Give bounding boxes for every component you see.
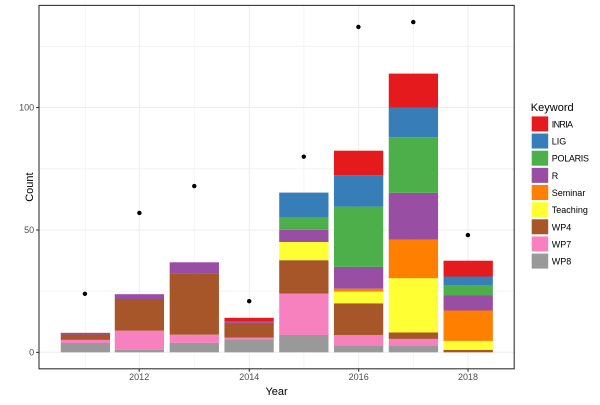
svg-text:50: 50: [24, 225, 34, 235]
svg-text:Count: Count: [24, 172, 36, 201]
svg-text:2016: 2016: [349, 372, 369, 382]
svg-text:Seminar: Seminar: [552, 188, 586, 198]
svg-text:100: 100: [19, 103, 34, 113]
svg-text:2018: 2018: [458, 372, 478, 382]
svg-text:WP4: WP4: [552, 222, 572, 232]
svg-text:2012: 2012: [129, 372, 149, 382]
svg-text:R: R: [552, 171, 559, 181]
svg-text:Keyword: Keyword: [531, 102, 574, 114]
svg-text:2014: 2014: [239, 372, 259, 382]
svg-text:INRIA: INRIA: [552, 119, 573, 129]
svg-text:Year: Year: [265, 386, 288, 398]
svg-text:WP8: WP8: [552, 257, 572, 267]
svg-text:LIG: LIG: [552, 137, 567, 147]
svg-text:0: 0: [29, 348, 34, 358]
svg-text:POLARIS: POLARIS: [552, 154, 589, 164]
svg-text:Teaching: Teaching: [552, 205, 588, 215]
svg-text:WP7: WP7: [552, 239, 572, 249]
